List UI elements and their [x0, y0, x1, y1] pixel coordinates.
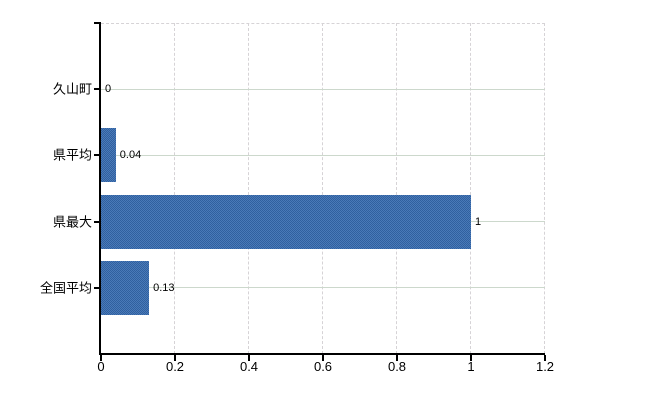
x-axis-line [99, 353, 545, 355]
bar-value-label: 0.13 [153, 281, 175, 294]
h-gridline [101, 287, 545, 289]
bar [101, 260, 150, 315]
v-gridline [544, 23, 545, 354]
x-tick-label: 0.6 [313, 359, 333, 374]
x-axis-tick [100, 355, 102, 361]
x-axis-tick [544, 355, 546, 361]
x-axis-tick [396, 355, 398, 361]
v-gridline [396, 23, 397, 354]
x-axis-tick [248, 355, 250, 361]
v-gridline [322, 23, 323, 354]
category-label: 全国平均 [39, 280, 92, 296]
category-label: 県最大 [52, 214, 92, 230]
y-axis-top-tick [94, 22, 100, 24]
y-axis-line [99, 22, 101, 355]
x-tick-label: 0 [97, 359, 105, 374]
y-axis-tick [94, 220, 100, 223]
x-tick-label: 0.2 [165, 359, 185, 374]
v-gridline [470, 23, 471, 354]
y-axis-tick [94, 286, 100, 289]
h-gridline [101, 154, 545, 156]
bar-value-label: 0.04 [119, 149, 142, 162]
bar-value-label: 1 [475, 215, 482, 228]
x-tick-label: 1.2 [535, 359, 555, 374]
y-axis-tick [94, 154, 100, 157]
h-gridline [101, 88, 545, 90]
y-axis-tick [94, 88, 100, 91]
plot-top-border [101, 23, 545, 24]
category-label: 久山町 [52, 81, 92, 97]
x-tick-label: 0.4 [239, 359, 259, 374]
v-gridline [248, 23, 249, 354]
x-axis-tick [174, 355, 176, 361]
bar [101, 194, 471, 249]
x-axis-tick [470, 355, 472, 361]
category-label: 県平均 [52, 147, 92, 163]
v-gridline [174, 23, 175, 354]
bar-value-label: 0 [105, 83, 112, 96]
plot-area: 0 0.04 1 0.13 [101, 23, 545, 354]
x-tick-label: 0.8 [387, 359, 407, 374]
bar [101, 128, 116, 183]
x-axis-tick [322, 355, 324, 361]
x-tick-label: 1 [467, 359, 475, 374]
